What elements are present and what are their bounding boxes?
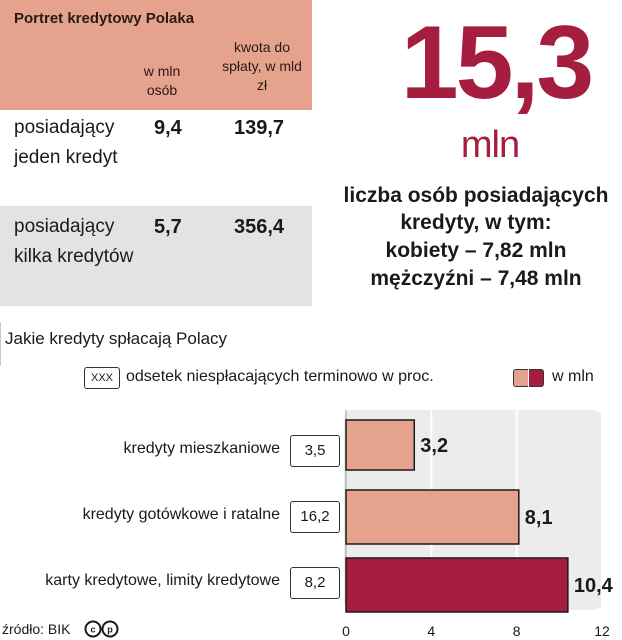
overdue-percent-box: 8,2 [290,567,340,599]
bar [345,489,520,545]
row-persons-value: 9,4 [154,117,182,139]
legend-unit-text: w mln [552,368,594,385]
source-note: źródło: BIK [2,621,71,637]
legend-box-sample: XXX [84,367,120,389]
table-header [0,0,312,110]
headline-text-line: liczba osób posiadających [343,184,609,207]
category-label: karty kredytowe, limity kredytowe [45,572,280,589]
headline-number: 15,3 [400,5,594,121]
legend-box-text: odsetek niespłacających terminowo w proc… [126,368,434,385]
x-tick-label: 12 [594,623,610,639]
section-divider [0,322,1,366]
table-row [0,110,312,206]
row-label: posiadający kilka kredytów [14,216,134,267]
cc-by-icon: c p [84,620,119,638]
row-amount-value: 356,4 [234,216,285,238]
table-row [0,206,312,306]
legend-swatch-dark [529,369,544,387]
x-tick-label: 8 [513,623,521,639]
bar [345,557,569,613]
headline-text-line: kredyty, w tym: [400,211,552,234]
svg-text:p: p [107,625,113,635]
table-title: Portret kredytowy Polaka [14,10,195,27]
legend-swatch-light [513,369,528,387]
headline-text-line: mężczyźni – 7,48 mln [370,267,582,290]
svg-text:c: c [90,625,95,635]
column-header-amount: kwota do spłaty, w mld zł [222,39,302,93]
x-tick-label: 4 [427,623,435,639]
bar-value-label: 10,4 [574,575,614,597]
category-label: kredyty mieszkaniowe [123,440,281,457]
overdue-percent-box: 16,2 [290,501,340,533]
chart-title: Jakie kredyty spłacają Polacy [5,329,228,348]
column-header-persons: w mln osób [143,63,181,98]
headline-text-line: kobiety – 7,82 mln [385,239,567,262]
overdue-percent-box: 3,5 [290,435,340,467]
bar [345,419,416,471]
bar-value-label: 8,1 [525,507,553,529]
row-persons-value: 5,7 [154,216,182,238]
headline-unit: mln [460,124,520,166]
x-tick-label: 0 [342,623,350,639]
bar-value-label: 3,2 [420,435,448,457]
row-amount-value: 139,7 [234,117,285,139]
category-label: kredyty gotówkowe i ratalne [82,506,280,523]
row-label: posiadający jeden kredyt [14,117,118,168]
